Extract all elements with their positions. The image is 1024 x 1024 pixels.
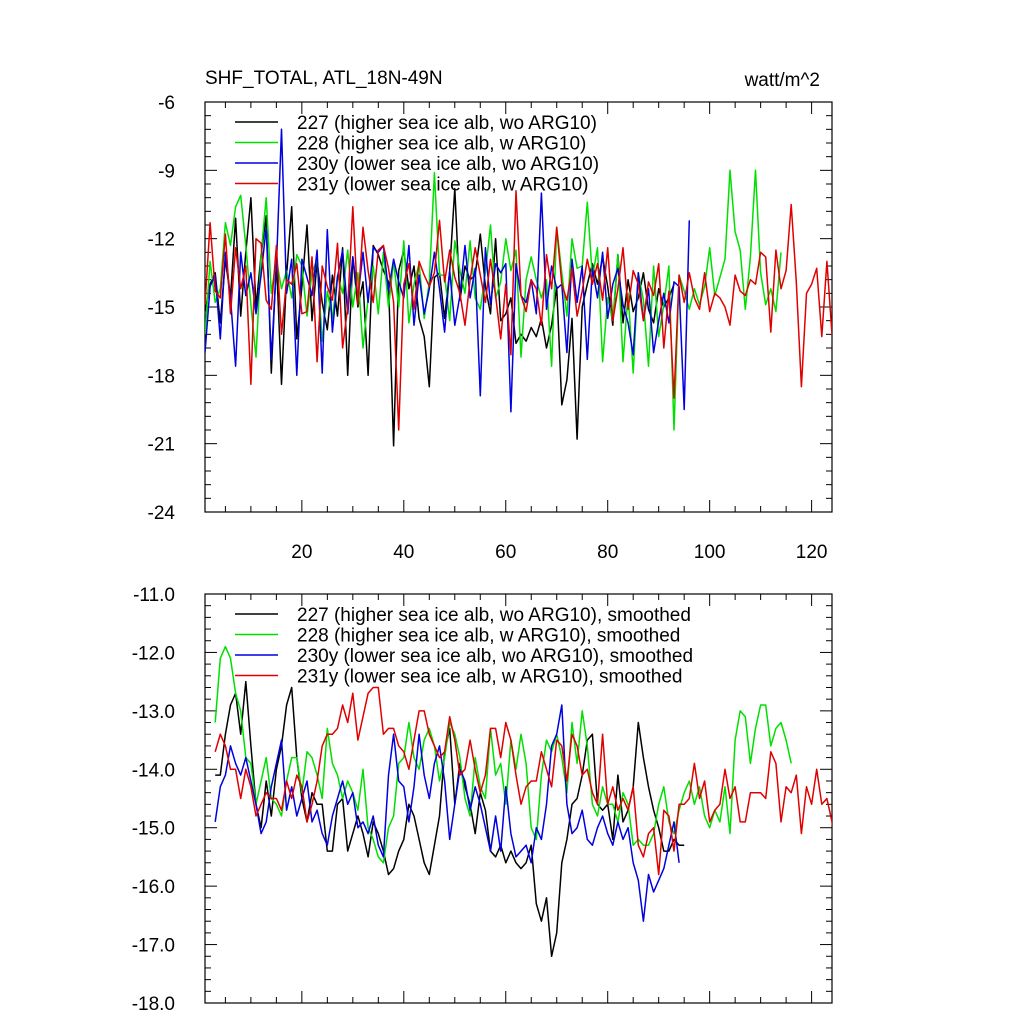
x-tick-label: 120	[796, 542, 828, 563]
legend-label: 231y (lower sea ice alb, w ARG10), smoot…	[297, 667, 682, 688]
y-tick-label: -14.0	[132, 760, 175, 781]
units-label: watt/m^2	[744, 70, 820, 91]
x-tick-label: 20	[291, 542, 312, 563]
x-tick-label: 40	[393, 542, 414, 563]
series-line-3	[205, 190, 832, 431]
legend-label: 227 (higher sea ice alb, wo ARG10)	[297, 113, 597, 134]
y-tick-label: -12	[148, 230, 175, 251]
series-line-3	[214, 686, 832, 876]
y-tick-label: -18	[148, 366, 175, 387]
bottom-panel: -11.0 -12.0 -13.0 -14.0 -15.0 -16.0 -17.0 -18.0…	[132, 585, 833, 1015]
x-tick-label: 100	[694, 542, 726, 563]
legend-label: 228 (higher sea ice alb, w ARG10)	[297, 134, 586, 155]
plot-frame	[204, 593, 833, 1004]
y-tick-label: -16.0	[132, 877, 175, 898]
y-tick-label: -18.0	[132, 994, 175, 1015]
chart-title: SHF_TOTAL, ATL_18N-49N	[205, 68, 443, 89]
legend-label: 231y (lower sea ice alb, w ARG10)	[297, 175, 588, 196]
y-tick-label: -13.0	[132, 702, 175, 723]
y-tick-label: -21	[148, 435, 175, 456]
y-tick-label: -11.0	[133, 585, 175, 606]
legend-label: 228 (higher sea ice alb, w ARG10), smoot…	[297, 626, 680, 647]
legend-label: 227 (higher sea ice alb, wo ARG10), smoo…	[297, 605, 691, 626]
y-tick-label: -6	[158, 93, 175, 114]
y-tick-label: -24	[148, 503, 176, 524]
legend-label: 230y (lower sea ice alb, wo ARG10), smoo…	[297, 646, 693, 667]
y-tick-label: -12.0	[132, 643, 175, 664]
series-line-0	[215, 680, 685, 958]
y-tick-label: -15	[148, 298, 175, 319]
legend-label: 230y (lower sea ice alb, wo ARG10)	[297, 154, 599, 175]
top-panel: SHF_TOTAL, ATL_18N-49N watt/m^2 -6 -9 -12 -…	[148, 68, 833, 563]
x-tick-label: 60	[495, 542, 516, 563]
y-tick-label: -15.0	[132, 819, 175, 840]
x-tick-label: 80	[597, 542, 618, 563]
series-line-1	[214, 645, 792, 864]
y-tick-label: -17.0	[132, 936, 175, 957]
series-line-2	[205, 128, 691, 413]
y-tick-label: -9	[158, 161, 175, 182]
